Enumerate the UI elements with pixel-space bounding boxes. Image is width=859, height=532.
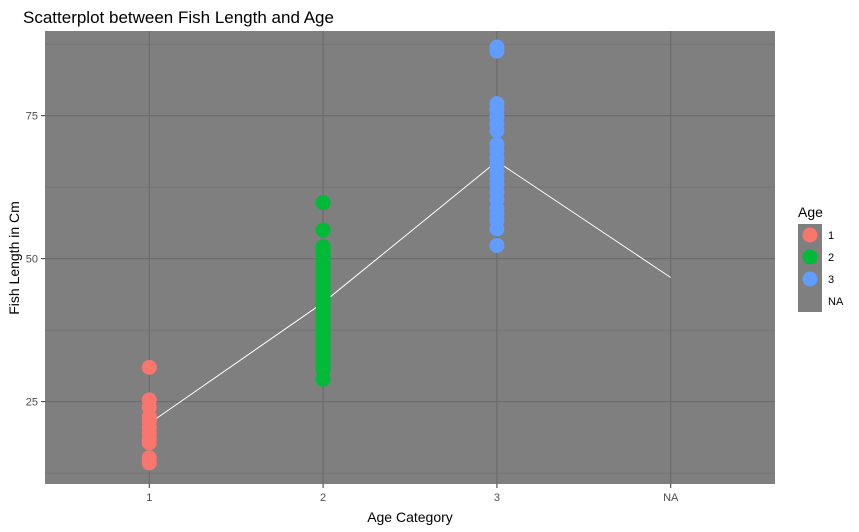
- data-point: [315, 195, 331, 211]
- legend-label: 3: [828, 274, 834, 286]
- data-point: [489, 43, 505, 59]
- x-tick-label: 2: [320, 492, 326, 504]
- plot-panel: [45, 31, 775, 484]
- data-point: [489, 123, 505, 139]
- x-axis-title: Age Category: [367, 509, 453, 525]
- x-tick-label: NA: [663, 492, 679, 504]
- data-points: [141, 39, 505, 471]
- data-point: [141, 359, 157, 375]
- legend-label: 2: [828, 252, 834, 264]
- data-point: [141, 435, 157, 451]
- mean-line: [149, 160, 671, 424]
- legend-swatch: [802, 249, 818, 265]
- legend-swatch: [802, 227, 818, 243]
- y-axis-title: Fish Length in Cm: [6, 201, 22, 315]
- data-point: [489, 221, 505, 237]
- legend-swatch: [802, 271, 818, 287]
- chart-title: Scatterplot between Fish Length and Age: [23, 8, 334, 27]
- legend-label: NA: [828, 296, 844, 308]
- x-tick-label: 1: [146, 492, 152, 504]
- x-tick-label: 3: [494, 492, 500, 504]
- legend-label: 1: [828, 230, 834, 242]
- y-tick-label: 25: [26, 397, 38, 409]
- data-point: [141, 455, 157, 471]
- data-point: [489, 237, 505, 253]
- data-point: [315, 222, 331, 238]
- y-tick-label: 50: [26, 254, 38, 266]
- data-point: [315, 371, 331, 387]
- legend-title: Age: [798, 204, 823, 220]
- axis-ticks: 25 50 75 1 2 3 NA: [26, 111, 679, 504]
- legend: Age 1 2 3 NA: [798, 204, 844, 312]
- legend-key: [798, 290, 822, 312]
- grid-lines: [45, 31, 775, 484]
- y-tick-label: 75: [26, 111, 38, 123]
